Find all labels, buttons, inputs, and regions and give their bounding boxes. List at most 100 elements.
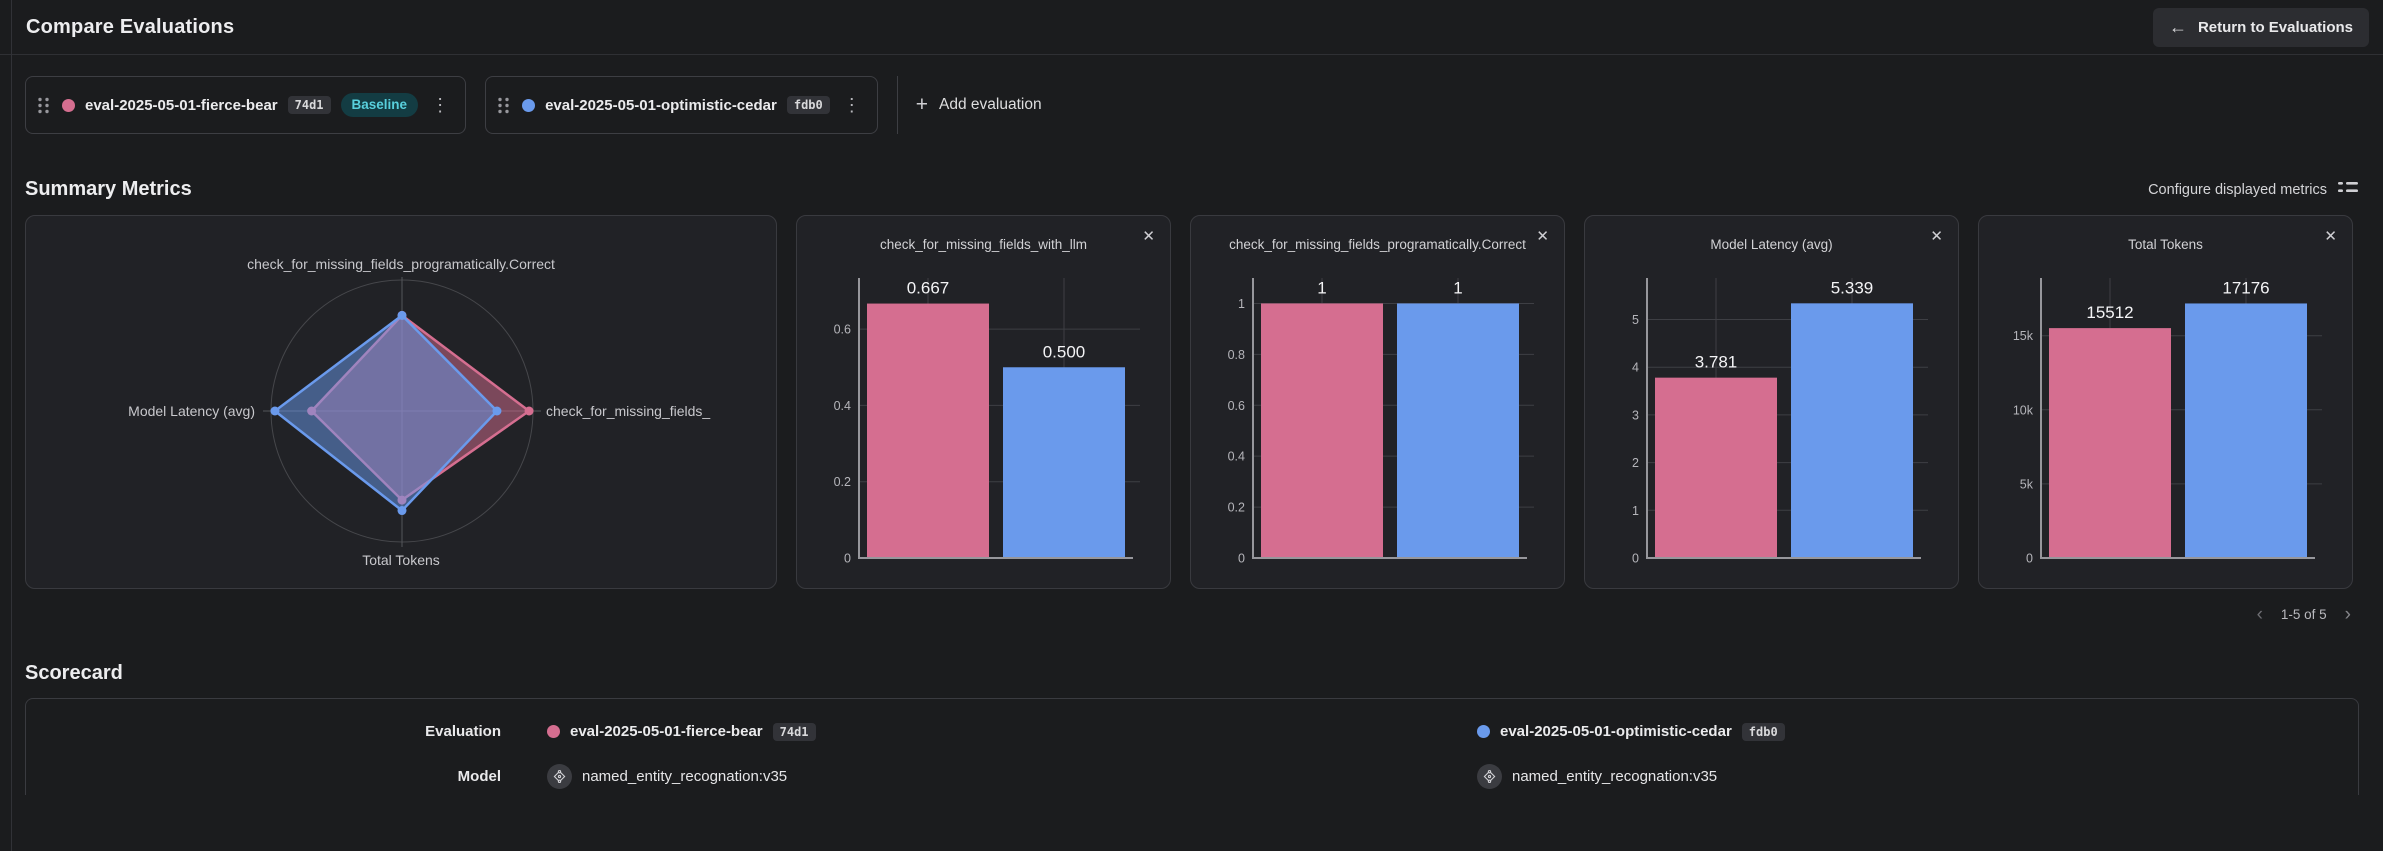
kebab-menu-icon[interactable]: ⋮	[840, 96, 864, 114]
svg-text:0.4: 0.4	[1228, 450, 1245, 464]
return-button-label: Return to Evaluations	[2197, 19, 2353, 36]
metric-card-title: Model Latency (avg)	[1710, 237, 1833, 252]
svg-text:0.500: 0.500	[1043, 342, 1086, 361]
close-icon[interactable]: ✕	[1533, 226, 1552, 247]
baseline-badge: Baseline	[340, 92, 419, 118]
svg-text:0.6: 0.6	[1228, 399, 1245, 413]
metric-card-title: Total Tokens	[2128, 237, 2203, 252]
radar-axis-label-bottom: Total Tokens	[362, 552, 440, 568]
model-icon	[1477, 764, 1502, 789]
configure-label: Configure displayed metrics	[2148, 181, 2327, 198]
svg-text:1: 1	[1453, 278, 1462, 297]
svg-text:17176: 17176	[2222, 278, 2269, 297]
metrics-pagination: ‹ 1-5 of 5 ›	[0, 605, 2353, 624]
svg-text:0.8: 0.8	[1228, 348, 1245, 362]
svg-text:5k: 5k	[2020, 477, 2034, 491]
divider	[896, 76, 898, 134]
configure-list-icon	[2338, 181, 2358, 198]
scorecard-row-label: Model	[457, 768, 501, 785]
svg-text:4: 4	[1632, 361, 1639, 375]
svg-text:3: 3	[1632, 408, 1639, 422]
page-title: Compare Evaluations	[26, 15, 235, 38]
add-evaluation-button[interactable]: + Add evaluation	[898, 76, 1060, 134]
chevron-right-icon[interactable]: ›	[2344, 604, 2351, 625]
eval-hash-badge: fdb0	[1741, 722, 1785, 741]
close-icon[interactable]: ✕	[1927, 226, 1946, 247]
close-icon[interactable]: ✕	[1139, 226, 1158, 247]
svg-text:10k: 10k	[2013, 403, 2034, 417]
scorecard-eval-cell: eval-2025-05-01-fierce-bear 74d1	[501, 722, 1431, 741]
eval-color-dot-blue	[522, 98, 536, 112]
summary-metric-cards: check_for_missing_fields_programatically…	[25, 215, 2383, 589]
page-header: Compare Evaluations ← Return to Evaluati…	[0, 0, 2383, 55]
radar-axis-label-left: Model Latency (avg)	[128, 403, 255, 419]
eval-color-dot-blue	[1477, 725, 1490, 738]
scorecard-model-cell: named_entity_recognation:v35	[501, 764, 1431, 789]
eval-hash-badge: fdb0	[786, 96, 830, 114]
metric-card: ✕ check_for_missing_fields_programatical…	[1190, 215, 1565, 589]
metric-card: ✕ Total Tokens 15512 17176 0 5k 10k 15k	[1978, 215, 2353, 589]
radar-axis-label-top: check_for_missing_fields_programatically…	[247, 256, 555, 272]
svg-text:0.2: 0.2	[1228, 501, 1245, 515]
svg-text:0: 0	[1238, 552, 1245, 566]
chevron-left-icon[interactable]: ‹	[2256, 604, 2263, 625]
bar-chart: 0.667 0.500 0 0.2 0.4 0.6	[797, 216, 1170, 588]
eval-name: eval-2025-05-01-fierce-bear	[570, 723, 763, 740]
add-evaluation-label: Add evaluation	[939, 96, 1042, 113]
svg-text:3.781: 3.781	[1695, 353, 1738, 372]
eval-color-dot-pink	[547, 725, 560, 738]
eval-color-dot-pink	[62, 98, 75, 112]
drag-handle-icon[interactable]	[35, 96, 52, 115]
kebab-menu-icon[interactable]: ⋮	[428, 96, 452, 114]
svg-text:5: 5	[1632, 313, 1639, 327]
bar-chart: 3.781 5.339 0 1 2 3 4 5	[1585, 216, 1958, 588]
svg-text:1: 1	[1632, 504, 1639, 518]
eval-name: eval-2025-05-01-optimistic-cedar	[1500, 723, 1732, 740]
eval-hash-badge: 74d1	[287, 96, 331, 114]
svg-text:0: 0	[1632, 552, 1639, 566]
radar-axis-label-right: check_for_missing_fields_	[546, 403, 711, 419]
svg-text:1: 1	[1238, 297, 1245, 311]
model-icon	[547, 764, 572, 789]
svg-text:0: 0	[2026, 552, 2033, 566]
evaluation-chip-baseline[interactable]: eval-2025-05-01-fierce-bear 74d1 Baselin…	[25, 76, 467, 134]
svg-text:0.2: 0.2	[834, 475, 851, 489]
evaluation-chip[interactable]: eval-2025-05-01-optimistic-cedar fdb0 ⋮	[485, 76, 878, 134]
drag-handle-icon[interactable]	[495, 96, 512, 115]
scorecard-panel: Evaluation eval-2025-05-01-fierce-bear 7…	[25, 698, 2359, 795]
summary-metrics-title: Summary Metrics	[25, 178, 192, 200]
svg-text:0.667: 0.667	[907, 279, 950, 298]
scorecard-row-label: Evaluation	[425, 723, 501, 740]
scorecard-title: Scorecard	[25, 662, 123, 684]
bar-chart: 1 1 0 0.2 0.4 0.6 0.8 1	[1191, 216, 1564, 588]
eval-hash-badge: 74d1	[772, 722, 816, 741]
svg-text:0: 0	[844, 552, 851, 566]
panel-left-edge	[11, 0, 12, 851]
configure-displayed-metrics-button[interactable]: Configure displayed metrics	[2148, 181, 2358, 198]
svg-text:15k: 15k	[2013, 329, 2034, 343]
metric-card: ✕ check_for_missing_fields_with_llm 0.66…	[796, 215, 1171, 589]
close-icon[interactable]: ✕	[2321, 226, 2340, 247]
scorecard-row-evaluation: Evaluation eval-2025-05-01-fierce-bear 7…	[26, 709, 2358, 754]
scorecard-eval-cell: eval-2025-05-01-optimistic-cedar fdb0	[1431, 722, 2358, 741]
metric-card-title: check_for_missing_fields_programatically…	[1229, 237, 1526, 252]
metric-card-title: check_for_missing_fields_with_llm	[879, 237, 1088, 252]
pagination-label: 1-5 of 5	[2280, 607, 2327, 622]
svg-text:1: 1	[1317, 278, 1326, 297]
summary-metrics-header: Summary Metrics Configure displayed metr…	[25, 178, 2358, 201]
plus-icon: +	[915, 93, 929, 116]
eval-name: eval-2025-05-01-fierce-bear	[85, 96, 278, 114]
scorecard-header: Scorecard	[25, 662, 2358, 685]
svg-text:0.6: 0.6	[834, 323, 851, 337]
svg-text:2: 2	[1632, 456, 1639, 470]
svg-text:0.4: 0.4	[834, 399, 851, 413]
model-name[interactable]: named_entity_recognation:v35	[1512, 768, 1718, 785]
return-to-evaluations-button[interactable]: ← Return to Evaluations	[2152, 8, 2369, 47]
radar-chart	[26, 216, 776, 588]
scorecard-row-model: Model named_entity_recognation:v35 named…	[26, 754, 2358, 799]
metric-card: ✕ Model Latency (avg) 3.781 5.339 0 1 2 3 4 5	[1584, 215, 1959, 589]
evaluation-chips-row: eval-2025-05-01-fierce-bear 74d1 Baselin…	[25, 76, 2383, 134]
svg-text:5.339: 5.339	[1831, 278, 1874, 297]
back-arrow-icon: ←	[2168, 17, 2187, 37]
model-name[interactable]: named_entity_recognation:v35	[582, 768, 788, 785]
